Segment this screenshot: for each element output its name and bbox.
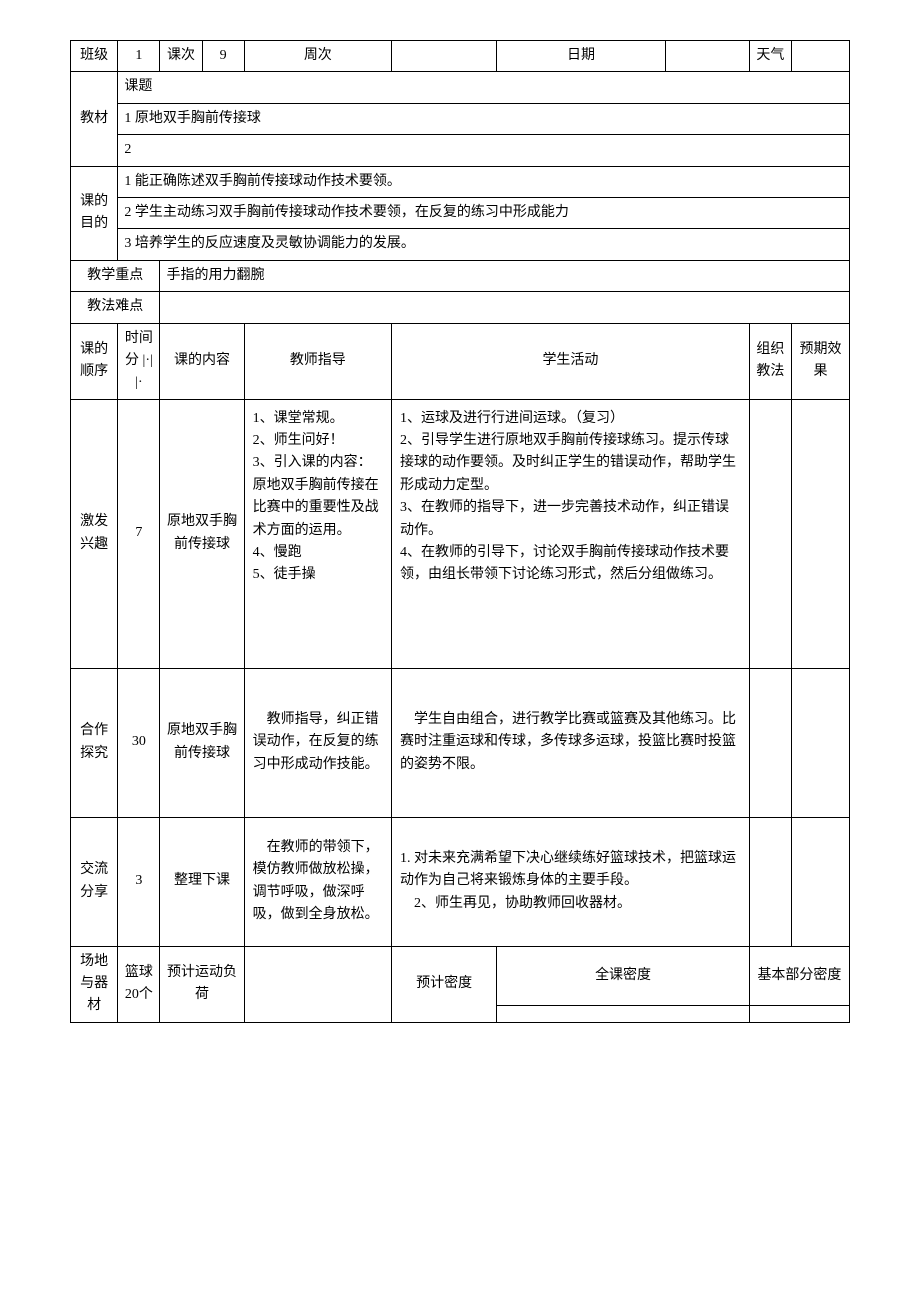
expected-1: [791, 399, 849, 668]
session-label: 课次: [160, 41, 202, 72]
material-item2-row: 2: [71, 135, 850, 166]
seq-1: 激发兴趣: [71, 399, 118, 668]
topic-label: 课题: [118, 72, 850, 103]
seq-3: 交流分享: [71, 817, 118, 946]
weather-label: 天气: [749, 41, 791, 72]
weather-value: [791, 41, 849, 72]
difficulty-value: [160, 292, 850, 323]
seq-2: 合作探究: [71, 668, 118, 817]
student-1: 1、运球及进行行进间运球。（复习） 2、引导学生进行原地双手胸前传接球练习。提示…: [392, 399, 750, 668]
content-1: 原地双手胸前传接球: [160, 399, 244, 668]
session-value: 9: [202, 41, 244, 72]
content-3: 整理下课: [160, 817, 244, 946]
keypoint-label: 教学重点: [71, 260, 160, 291]
material-topic-row: 教材 课题: [71, 72, 850, 103]
col-teacher: 教师指导: [244, 323, 391, 399]
lesson-plan-table: 班级 1 课次 9 周次 日期 天气 教材 课题 1 原地双手胸前传接球 2 课…: [70, 40, 850, 1023]
col-expected: 预期效果: [791, 323, 849, 399]
header-row: 班级 1 课次 9 周次 日期 天气: [71, 41, 850, 72]
material-item1-row: 1 原地双手胸前传接球: [71, 103, 850, 134]
difficulty-row: 教法难点: [71, 292, 850, 323]
full-density-value: [497, 1005, 750, 1022]
material-label: 教材: [71, 72, 118, 166]
difficulty-label: 教法难点: [71, 292, 160, 323]
basic-density-label: 基本部分密度: [749, 946, 849, 1005]
col-time: 时间分 |·| |·: [118, 323, 160, 399]
week-label: 周次: [244, 41, 391, 72]
teacher-3: 在教师的带领下，模仿教师做放松操，调节呼吸，做深呼吸，做到全身放松。: [244, 817, 391, 946]
teacher-2: 教师指导，纠正错误动作，在反复的练习中形成动作技能。: [244, 668, 391, 817]
load-label: 预计运动负荷: [160, 946, 244, 1022]
expected-3: [791, 817, 849, 946]
objective-row-2: 2 学生主动练习双手胸前传接球动作技术要领，在反复的练习中形成能力: [71, 197, 850, 228]
material-item2: 2: [118, 135, 850, 166]
col-content: 课的内容: [160, 323, 244, 399]
method-1: [749, 399, 791, 668]
teacher-1: 1、课堂常规。 2、师生问好！ 3、引入课的内容：原地双手胸前传接在比赛中的重要…: [244, 399, 391, 668]
expected-2: [791, 668, 849, 817]
venue-value: 篮球20个: [118, 946, 160, 1022]
date-value: [665, 41, 749, 72]
student-3: 1. 对未来充满希望下决心继续练好篮球技术，把篮球运动作为自己将来锻炼身体的主要…: [392, 817, 750, 946]
method-3: [749, 817, 791, 946]
col-sequence: 课的顺序: [71, 323, 118, 399]
full-density-label: 全课密度: [497, 946, 750, 1005]
content-2: 原地双手胸前传接球: [160, 668, 244, 817]
density-label: 预计密度: [392, 946, 497, 1022]
time-3: 3: [118, 817, 160, 946]
student-2: 学生自由组合，进行教学比赛或篮赛及其他练习。比赛时注重运球和传球，多传球多运球，…: [392, 668, 750, 817]
objective-3: 3 培养学生的反应速度及灵敏协调能力的发展。: [118, 229, 850, 260]
class-label: 班级: [71, 41, 118, 72]
objective-1: 1 能正确陈述双手胸前传接球动作技术要领。: [118, 166, 850, 197]
date-label: 日期: [497, 41, 665, 72]
class-value: 1: [118, 41, 160, 72]
col-student: 学生活动: [392, 323, 750, 399]
activity-row-3: 交流分享 3 整理下课 在教师的带领下，模仿教师做放松操，调节呼吸，做深呼吸，做…: [71, 817, 850, 946]
lesson-plan-page: 班级 1 课次 9 周次 日期 天气 教材 课题 1 原地双手胸前传接球 2 课…: [70, 40, 850, 1023]
objective-2: 2 学生主动练习双手胸前传接球动作技术要领，在反复的练习中形成能力: [118, 197, 850, 228]
column-header-row: 课的顺序 时间分 |·| |· 课的内容 教师指导 学生活动 组织教法 预期效果: [71, 323, 850, 399]
method-2: [749, 668, 791, 817]
keypoint-row: 教学重点 手指的用力翻腕: [71, 260, 850, 291]
material-item1: 1 原地双手胸前传接球: [118, 103, 850, 134]
venue-label: 场地与器材: [71, 946, 118, 1022]
objective-row-3: 3 培养学生的反应速度及灵敏协调能力的发展。: [71, 229, 850, 260]
objectives-label: 课的目的: [71, 166, 118, 260]
basic-density-value: [749, 1005, 849, 1022]
activity-row-1: 激发兴趣 7 原地双手胸前传接球 1、课堂常规。 2、师生问好！ 3、引入课的内…: [71, 399, 850, 668]
objective-row-1: 课的目的 1 能正确陈述双手胸前传接球动作技术要领。: [71, 166, 850, 197]
load-value: [244, 946, 391, 1022]
time-1: 7: [118, 399, 160, 668]
activity-row-2: 合作探究 30 原地双手胸前传接球 教师指导，纠正错误动作，在反复的练习中形成动…: [71, 668, 850, 817]
col-method: 组织教法: [749, 323, 791, 399]
week-value: [392, 41, 497, 72]
time-2: 30: [118, 668, 160, 817]
footer-row-1: 场地与器材 篮球20个 预计运动负荷 预计密度 全课密度 基本部分密度: [71, 946, 850, 1005]
keypoint-value: 手指的用力翻腕: [160, 260, 850, 291]
